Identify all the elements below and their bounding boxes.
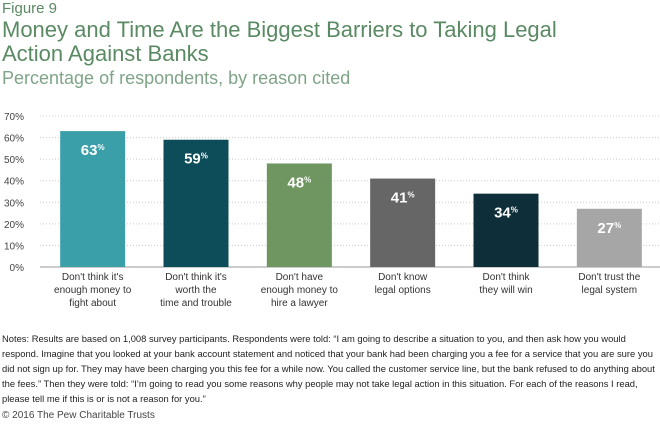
figure-label: Figure 9 — [2, 0, 58, 17]
y-tick-label: 0% — [10, 263, 25, 274]
x-category-label: Don't have — [276, 272, 324, 283]
x-category-label: legal options — [375, 285, 431, 296]
bar — [163, 139, 229, 267]
x-category-label: enough money to — [54, 285, 132, 296]
chart-title: Money and Time Are the Biggest Barriers … — [2, 17, 557, 66]
x-category-label: Don't trust the — [578, 272, 640, 283]
x-category-label: Don't think it's — [165, 272, 227, 283]
bar — [60, 131, 126, 267]
x-category-label: legal system — [582, 285, 638, 296]
x-category-label: time and trouble — [160, 298, 232, 309]
x-category-label: worth the — [174, 285, 217, 296]
x-category-label: Don't think it's — [62, 272, 124, 283]
x-category-label: hire a lawyer — [271, 298, 328, 309]
y-tick-label: 50% — [4, 155, 24, 166]
x-category-label: fight about — [69, 298, 116, 309]
x-category-label: Don't think — [483, 272, 531, 283]
y-tick-label: 70% — [4, 112, 24, 123]
y-tick-label: 40% — [4, 177, 24, 188]
x-category-label: Don't know — [378, 272, 428, 283]
y-tick-label: 20% — [4, 220, 24, 231]
bar-chart: 0%10%20%30%40%50%60%70%63%Don't think it… — [4, 112, 660, 309]
x-category-label: they will win — [479, 285, 532, 296]
y-tick-label: 30% — [4, 198, 24, 209]
chart-subtitle: Percentage of respondents, by reason cit… — [2, 68, 351, 88]
copyright: © 2016 The Pew Charitable Trusts — [2, 410, 155, 421]
bar — [576, 208, 642, 267]
y-tick-label: 10% — [4, 241, 24, 252]
bar — [266, 163, 332, 267]
x-category-label: enough money to — [261, 285, 339, 296]
bar — [473, 193, 539, 267]
chart-notes: Notes: Results are based on 1,008 survey… — [2, 333, 655, 404]
y-tick-label: 60% — [4, 134, 24, 145]
bar — [370, 178, 436, 267]
